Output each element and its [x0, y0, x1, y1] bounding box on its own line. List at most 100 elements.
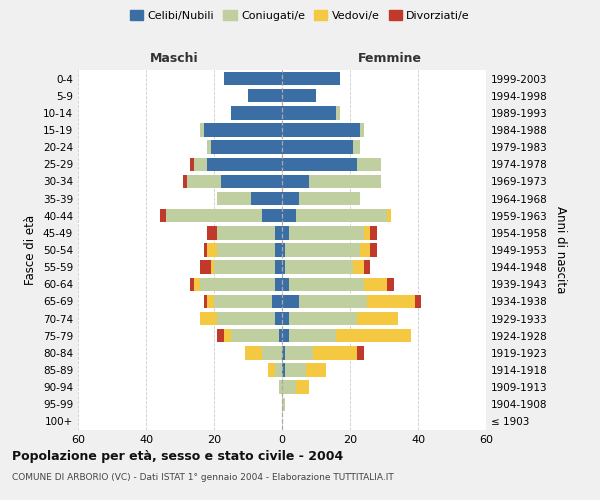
Bar [200, 312, 217, 326]
Bar [289, 329, 337, 342]
Bar [286, 364, 306, 376]
Bar [278, 380, 282, 394]
Bar [200, 260, 211, 274]
Bar [282, 244, 286, 256]
Bar [370, 226, 377, 239]
Bar [207, 244, 217, 256]
Bar [286, 346, 313, 360]
Bar [357, 312, 398, 326]
Bar [282, 106, 337, 120]
Bar [388, 209, 391, 222]
Bar [251, 192, 282, 205]
Bar [353, 260, 364, 274]
Bar [160, 209, 166, 222]
Bar [207, 226, 217, 239]
Text: Maschi: Maschi [149, 52, 199, 65]
Bar [282, 260, 286, 274]
Legend: Celibi/Nubili, Coniugati/e, Vedovi/e, Divorziati/e: Celibi/Nubili, Coniugati/e, Vedovi/e, Di… [125, 6, 475, 25]
Bar [289, 312, 357, 326]
Bar [282, 346, 286, 360]
Bar [309, 174, 380, 188]
Bar [275, 244, 282, 256]
Bar [299, 294, 367, 308]
Bar [360, 244, 370, 256]
Bar [275, 364, 282, 376]
Y-axis label: Fasce di età: Fasce di età [25, 215, 37, 285]
Bar [278, 329, 282, 342]
Bar [282, 329, 289, 342]
Bar [217, 226, 275, 239]
Bar [282, 209, 296, 222]
Bar [272, 294, 282, 308]
Bar [282, 158, 357, 171]
Bar [217, 312, 275, 326]
Bar [190, 278, 194, 291]
Bar [204, 244, 207, 256]
Bar [207, 158, 282, 171]
Bar [275, 278, 282, 291]
Bar [282, 312, 289, 326]
Bar [204, 124, 282, 136]
Bar [207, 294, 214, 308]
Bar [296, 380, 309, 394]
Bar [200, 124, 204, 136]
Bar [275, 226, 282, 239]
Bar [217, 244, 275, 256]
Bar [282, 364, 286, 376]
Bar [194, 158, 207, 171]
Bar [262, 209, 282, 222]
Bar [282, 89, 316, 102]
Bar [200, 278, 275, 291]
Bar [357, 158, 380, 171]
Bar [282, 124, 360, 136]
Bar [275, 312, 282, 326]
Bar [388, 278, 394, 291]
Bar [286, 244, 360, 256]
Text: Popolazione per età, sesso e stato civile - 2004: Popolazione per età, sesso e stato civil… [12, 450, 343, 463]
Text: Femmine: Femmine [358, 52, 422, 65]
Bar [187, 174, 221, 188]
Bar [282, 174, 309, 188]
Bar [211, 140, 282, 154]
Bar [357, 346, 364, 360]
Bar [221, 174, 282, 188]
Bar [190, 158, 194, 171]
Bar [299, 192, 360, 205]
Bar [282, 294, 299, 308]
Bar [360, 124, 364, 136]
Bar [353, 140, 360, 154]
Bar [166, 209, 262, 222]
Bar [282, 192, 299, 205]
Bar [262, 346, 282, 360]
Bar [231, 329, 278, 342]
Bar [282, 380, 296, 394]
Bar [194, 278, 200, 291]
Bar [282, 226, 289, 239]
Bar [337, 106, 340, 120]
Bar [224, 72, 282, 86]
Bar [282, 140, 353, 154]
Bar [204, 294, 207, 308]
Bar [214, 294, 272, 308]
Bar [214, 260, 275, 274]
Bar [245, 346, 262, 360]
Y-axis label: Anni di nascita: Anni di nascita [554, 206, 567, 294]
Bar [370, 244, 377, 256]
Bar [282, 278, 289, 291]
Bar [207, 140, 211, 154]
Bar [296, 209, 388, 222]
Bar [415, 294, 421, 308]
Bar [289, 278, 364, 291]
Text: COMUNE DI ARBORIO (VC) - Dati ISTAT 1° gennaio 2004 - Elaborazione TUTTITALIA.IT: COMUNE DI ARBORIO (VC) - Dati ISTAT 1° g… [12, 472, 394, 482]
Bar [211, 260, 214, 274]
Bar [364, 260, 370, 274]
Bar [364, 278, 388, 291]
Bar [337, 329, 411, 342]
Bar [364, 226, 370, 239]
Bar [282, 398, 286, 411]
Bar [313, 346, 357, 360]
Bar [306, 364, 326, 376]
Bar [286, 260, 353, 274]
Bar [184, 174, 187, 188]
Bar [217, 329, 224, 342]
